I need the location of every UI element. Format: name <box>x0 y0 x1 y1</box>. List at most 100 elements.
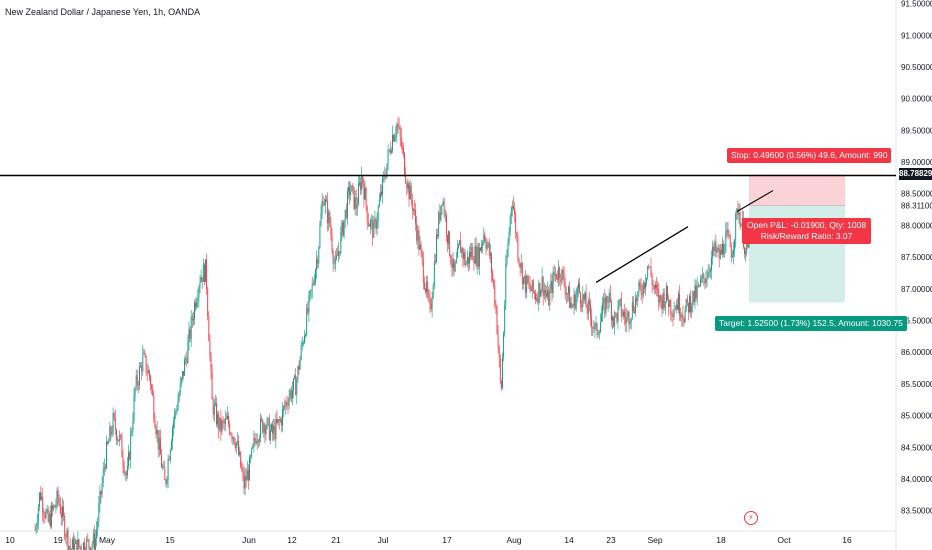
y-tick-label: 85.00000 <box>901 412 932 421</box>
candle-body <box>529 283 531 290</box>
candle-body <box>707 271 709 279</box>
candle-body <box>508 231 510 243</box>
candle-body <box>201 277 203 282</box>
candle-body <box>122 457 124 466</box>
candle-body <box>614 312 616 327</box>
candle-body <box>551 281 553 293</box>
candle-body <box>364 187 366 200</box>
candle-body <box>401 146 403 148</box>
candle-body <box>444 215 446 216</box>
candle-body <box>396 123 398 135</box>
candle-body <box>729 236 731 247</box>
candle-body <box>601 315 602 322</box>
y-tick-label: 86.00000 <box>901 348 932 357</box>
candle-body <box>87 539 89 540</box>
candle-body <box>434 261 436 263</box>
candle-body <box>66 530 68 538</box>
candle-body <box>739 212 741 227</box>
candle-body <box>398 127 400 128</box>
candle-body <box>690 295 692 312</box>
candle-body <box>233 437 235 444</box>
candle-body <box>162 467 164 468</box>
candle-body <box>550 281 552 290</box>
level-price-tag: 88.78829 <box>899 168 932 180</box>
candle-body <box>387 150 389 164</box>
candle-body <box>399 127 401 137</box>
candle-body <box>579 283 580 293</box>
candle-body <box>547 290 549 297</box>
candle-body <box>546 293 547 297</box>
candle-body <box>458 244 459 248</box>
candle-body <box>597 333 599 335</box>
candle-body <box>319 225 321 248</box>
candle-body <box>60 513 62 518</box>
candle-body <box>433 261 435 286</box>
candle-body <box>360 182 362 190</box>
candle-body <box>130 432 132 460</box>
candle-body <box>414 209 415 210</box>
candle-body <box>694 285 696 303</box>
candle-body <box>706 278 708 279</box>
candle-body <box>197 298 199 302</box>
candle-body <box>125 472 127 476</box>
candle-body <box>206 259 208 290</box>
candle-body <box>591 316 593 328</box>
candle-body <box>562 269 564 274</box>
y-tick-label: 90.50000 <box>901 63 932 72</box>
x-tick-label: Sep <box>647 535 662 545</box>
candle-body <box>428 294 430 298</box>
candle-body <box>235 442 237 449</box>
candle-body <box>720 249 722 255</box>
candle-body <box>225 418 227 420</box>
candle-body <box>481 244 483 251</box>
candle-body <box>268 418 270 440</box>
candle-body <box>451 263 453 268</box>
candle-body <box>191 316 193 321</box>
candle-body <box>345 209 347 218</box>
lightning-icon[interactable]: ⚡ <box>744 511 758 525</box>
candle-body <box>626 316 628 324</box>
y-tick-label: 87.00000 <box>901 285 932 294</box>
candle-body <box>494 285 496 306</box>
candle-body <box>372 219 374 238</box>
candle-body <box>381 191 382 195</box>
candle-body <box>184 359 186 376</box>
candle-body <box>439 212 441 221</box>
candle-body <box>471 247 473 257</box>
candle-body <box>370 220 371 227</box>
candle-body <box>106 441 107 468</box>
candle-body <box>202 264 204 282</box>
candle-body <box>617 305 619 322</box>
candle-body <box>638 282 640 292</box>
candle-body <box>533 291 535 294</box>
candle-body <box>394 136 396 142</box>
candle-body <box>114 417 116 430</box>
candle-body <box>279 419 281 422</box>
candle-body <box>142 353 144 372</box>
candle-body <box>594 323 596 330</box>
candle-body <box>179 382 181 395</box>
candle-body <box>269 430 271 440</box>
candle-body <box>43 512 45 516</box>
candle-body <box>169 449 171 461</box>
candle-body <box>635 297 637 313</box>
candle-body <box>574 294 576 309</box>
candle-body <box>329 212 331 226</box>
candle-body <box>432 285 434 299</box>
candle-body <box>522 277 524 285</box>
candle-body <box>97 521 99 531</box>
candle-body <box>346 191 348 218</box>
candle-body <box>722 243 723 255</box>
candle-body <box>154 418 156 428</box>
candle-body <box>334 258 336 264</box>
candle-body <box>121 436 123 458</box>
candle-body <box>96 530 98 539</box>
candle-body <box>34 529 36 531</box>
candle-body <box>45 511 47 518</box>
pnl-line-1: Open P&L: -0.01900, Qty: 1008 <box>747 220 867 230</box>
candle-body <box>659 295 661 303</box>
candle-body <box>505 263 507 306</box>
candle-body <box>249 457 250 481</box>
